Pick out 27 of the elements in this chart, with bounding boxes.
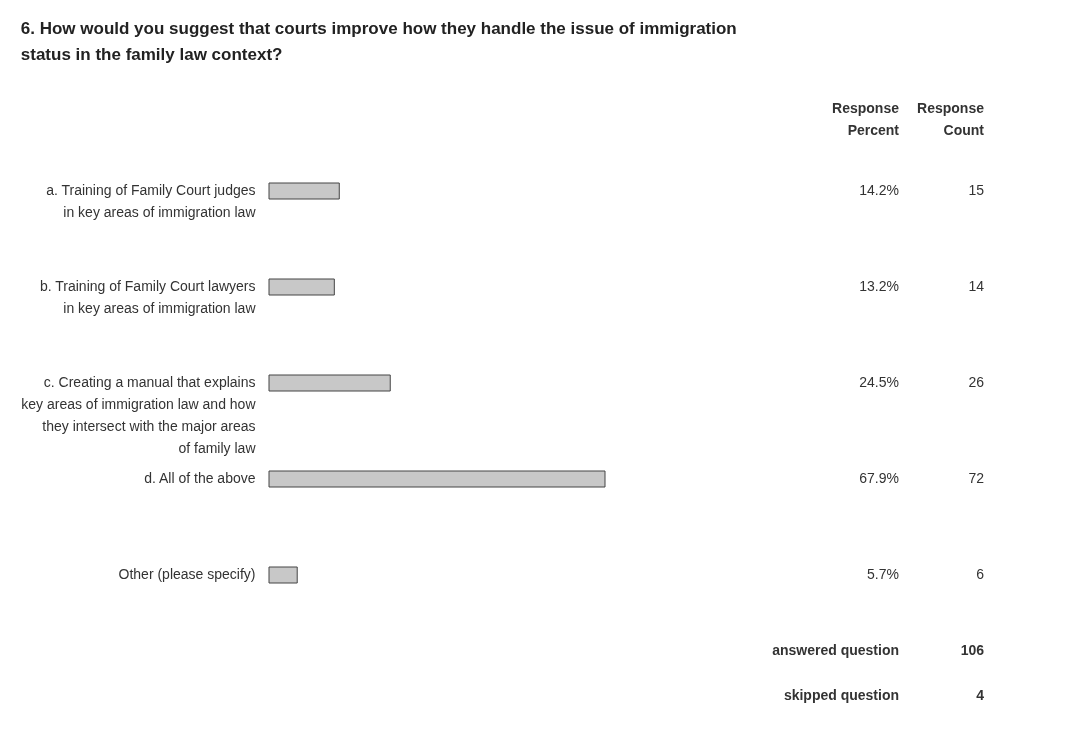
bar [268, 566, 298, 584]
text: Response Count [917, 100, 985, 138]
data-label: 24.5% [859, 374, 899, 390]
y-tick-label: c. Creating a manual that explains key areas of immigration law and how they intersect with the major areas of family law [21, 374, 257, 456]
text: answered question [772, 641, 899, 658]
y-tick-label: a. Training of Family Court judges in key areas of immigration law [46, 182, 257, 220]
bar [268, 374, 391, 392]
text: Response Percent [832, 100, 900, 138]
data-label: 5.7% [867, 566, 899, 582]
text: 15 [968, 182, 985, 198]
data-label: 14.2% [859, 182, 899, 198]
data-label: 13.2% [859, 278, 899, 294]
text: 26 [968, 374, 985, 390]
text: 106 [960, 641, 985, 658]
bar [268, 470, 606, 488]
y-tick-label: d. All of the above [144, 470, 256, 486]
data-label: 67.9% [859, 470, 899, 486]
text: 72 [968, 470, 985, 486]
bar [268, 278, 335, 296]
bar [268, 182, 340, 200]
y-tick-label: b. Training of Family Court lawyers in key areas of immigration law [39, 278, 257, 316]
text: 4 [976, 686, 985, 703]
chart-title: 6. How would you suggest that courts improve how they handle the issue of immigration status in the family law context? [20, 19, 737, 64]
text: 6 [976, 566, 985, 582]
text: 14 [968, 278, 985, 294]
text: skipped question [783, 686, 899, 703]
y-tick-label: Other (please specify) [118, 566, 256, 582]
